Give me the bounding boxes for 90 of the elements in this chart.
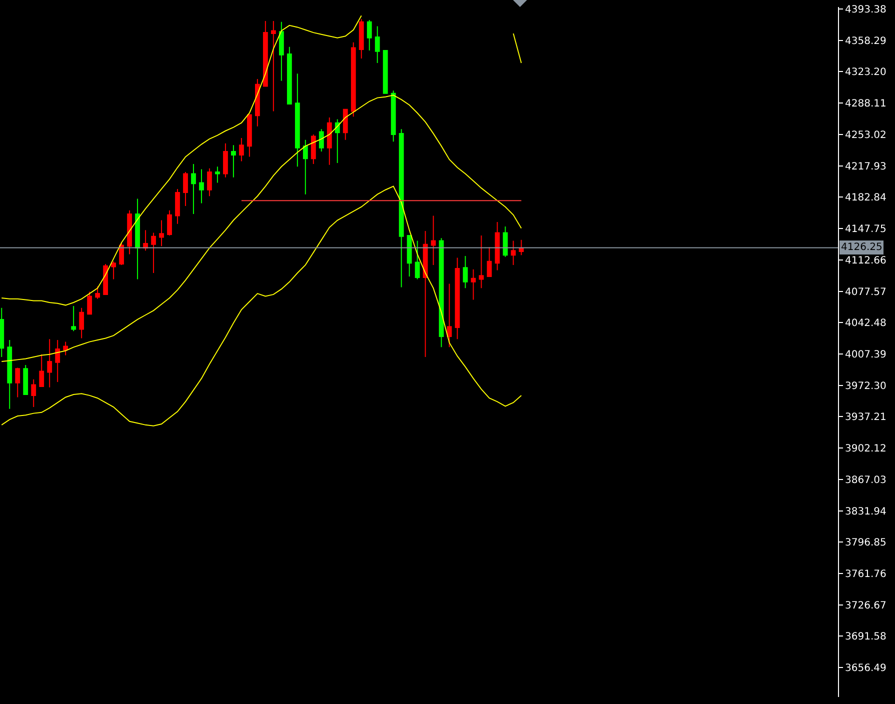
y-tick-label: 4147.75 xyxy=(845,224,886,236)
y-tick-label: 4323.20 xyxy=(845,67,886,78)
ref-line-label: 4126.25 xyxy=(841,242,882,253)
candlestick xyxy=(159,220,164,247)
candlestick xyxy=(63,341,68,356)
candlestick xyxy=(135,198,140,280)
y-tick-label: 3796.85 xyxy=(845,538,886,549)
candlestick xyxy=(350,42,356,118)
candlestick xyxy=(518,239,524,256)
candlestick xyxy=(31,378,36,408)
candlestick xyxy=(23,364,28,396)
candlestick xyxy=(366,20,372,51)
y-tick-label: 3831.94 xyxy=(845,506,886,518)
candlestick xyxy=(47,338,52,388)
y-tick-label: 4182.84 xyxy=(845,192,886,204)
y-tick-label: 3902.12 xyxy=(845,444,886,455)
candlestick xyxy=(55,340,60,383)
candlestick xyxy=(119,242,124,266)
candlestick xyxy=(342,108,348,140)
candlestick xyxy=(151,232,156,274)
candlestick xyxy=(430,215,436,266)
candlestick xyxy=(414,240,420,280)
candlestick xyxy=(478,234,484,289)
candlestick xyxy=(446,283,452,348)
candlestick xyxy=(215,166,220,184)
candlestick xyxy=(262,20,268,87)
candlestick xyxy=(167,210,172,236)
candlestick xyxy=(462,256,468,289)
candlestick xyxy=(326,116,332,166)
candlestick xyxy=(358,18,364,59)
candlestick xyxy=(79,307,84,339)
candlestick xyxy=(390,90,396,142)
candlestick xyxy=(239,138,244,162)
candlestick xyxy=(127,210,132,255)
candlestick xyxy=(510,240,516,266)
candlestick xyxy=(199,168,204,204)
candlestick xyxy=(286,46,292,105)
candlestick xyxy=(39,354,44,387)
candlestick xyxy=(502,226,508,258)
candlestick xyxy=(103,264,108,295)
candlestick xyxy=(207,168,212,197)
candlestick xyxy=(494,222,500,271)
y-tick-label: 4007.39 xyxy=(845,349,886,360)
y-tick-label: 4077.57 xyxy=(845,286,886,298)
y-tick-label: 3691.58 xyxy=(845,632,886,643)
y-tick-label: 3937.21 xyxy=(845,412,886,424)
y-tick-label: 4358.29 xyxy=(845,36,886,47)
candlestick xyxy=(7,340,12,410)
candlestick xyxy=(318,128,324,152)
candlestick xyxy=(334,118,340,164)
candlestick xyxy=(111,260,116,280)
y-tick-label: 4042.48 xyxy=(845,318,886,330)
candlestick xyxy=(278,21,284,82)
y-tick-label: 4288.11 xyxy=(845,98,886,110)
candlestick xyxy=(470,268,476,300)
line-series xyxy=(1,186,522,426)
y-tick-label: 4217.93 xyxy=(845,161,886,172)
candlestick xyxy=(0,307,4,358)
y-tick-label: 3867.03 xyxy=(845,474,886,486)
candlestick xyxy=(15,367,20,398)
candlestick xyxy=(406,234,412,278)
candlestick xyxy=(87,291,92,315)
candlestick xyxy=(175,188,180,224)
y-tick-label: 3761.76 xyxy=(845,569,886,580)
y-tick-label: 3972.30 xyxy=(845,380,886,392)
y-tick-label: 3726.67 xyxy=(845,600,886,612)
candlestick xyxy=(310,134,316,164)
candlestick xyxy=(398,128,404,288)
candlestick xyxy=(486,246,492,278)
candlestick xyxy=(95,286,100,300)
candlestick xyxy=(71,306,76,332)
candlestick xyxy=(270,20,276,112)
candlestick xyxy=(255,78,260,127)
candlestick xyxy=(231,144,236,178)
candlestick xyxy=(247,114,252,158)
candlestick xyxy=(454,257,460,340)
candlestick xyxy=(302,139,308,195)
candlestick xyxy=(294,73,300,168)
y-tick-label: 4253.02 xyxy=(845,130,886,141)
y-tick-label: 4393.38 xyxy=(845,4,886,16)
candlestick xyxy=(382,50,388,94)
y-tick-label: 3656.49 xyxy=(845,663,886,674)
candlestick xyxy=(374,26,380,64)
candlestick xyxy=(183,171,188,206)
line-series xyxy=(1,94,522,362)
candlestick xyxy=(223,142,228,178)
candlestick xyxy=(422,230,428,358)
candlestick xyxy=(191,163,196,214)
y-tick-label: 4112.66 xyxy=(845,255,886,266)
candlestick xyxy=(438,238,444,348)
